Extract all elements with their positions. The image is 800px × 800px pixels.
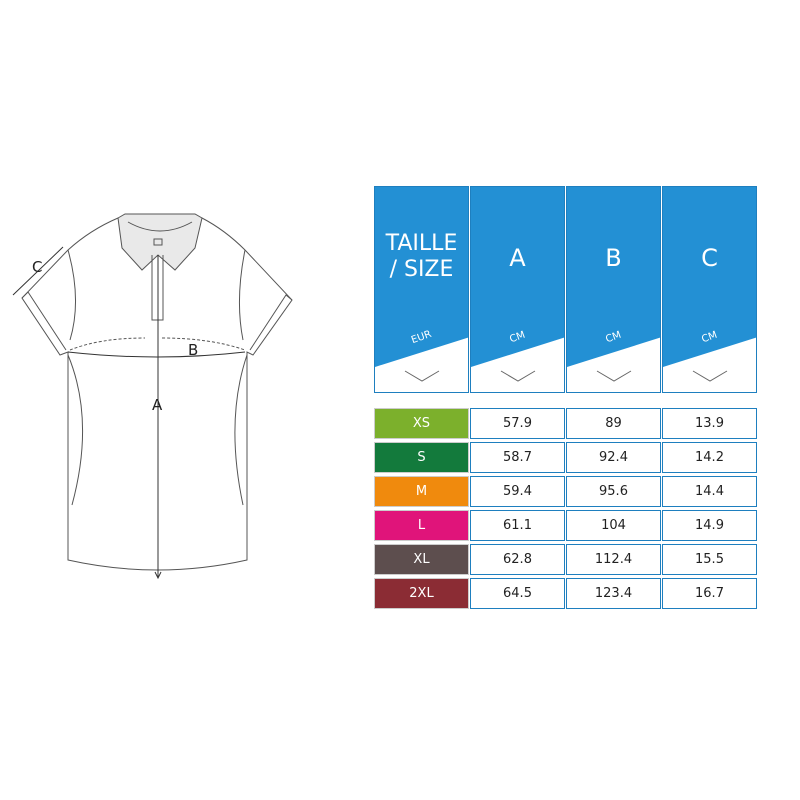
header-background bbox=[375, 187, 468, 382]
chevron-down-icon bbox=[596, 370, 632, 382]
measure-c-cell: 14.2 bbox=[662, 442, 757, 473]
column-header: B CM bbox=[566, 186, 661, 393]
table-row: 2XL 64.5 123.4 16.7 bbox=[374, 578, 758, 609]
table-row: M 59.4 95.6 14.4 bbox=[374, 476, 758, 507]
table-row: XL 62.8 112.4 15.5 bbox=[374, 544, 758, 575]
armhole-seams bbox=[67, 249, 248, 506]
measure-c-cell: 14.4 bbox=[662, 476, 757, 507]
measure-a-cell: 64.5 bbox=[470, 578, 565, 609]
measure-a-cell: 61.1 bbox=[470, 510, 565, 541]
chevron-down-icon bbox=[692, 370, 728, 382]
header-background bbox=[567, 187, 660, 382]
shirt-body-outline bbox=[21, 217, 293, 571]
measure-a-cell: 57.9 bbox=[470, 408, 565, 439]
collar bbox=[117, 213, 203, 271]
measure-a-cell: 59.4 bbox=[470, 476, 565, 507]
size-cell: S bbox=[374, 442, 469, 473]
measure-c-cell: 14.9 bbox=[662, 510, 757, 541]
c-measure-arrow bbox=[12, 246, 64, 296]
sleeve-cuffs bbox=[21, 291, 293, 351]
measure-c-cell: 13.9 bbox=[662, 408, 757, 439]
size-cell: XS bbox=[374, 408, 469, 439]
header-title-line2: / SIZE bbox=[389, 257, 454, 282]
header-background bbox=[663, 187, 756, 382]
header-title: C bbox=[701, 244, 718, 272]
measure-a-cell: 58.7 bbox=[470, 442, 565, 473]
measure-c-cell: 15.5 bbox=[662, 544, 757, 575]
table-row: XS 57.9 89 13.9 bbox=[374, 408, 758, 439]
size-cell: 2XL bbox=[374, 578, 469, 609]
label-c: C bbox=[32, 258, 42, 276]
label-b: B bbox=[188, 341, 198, 359]
measure-c-cell: 16.7 bbox=[662, 578, 757, 609]
polo-shirt-diagram: A B C bbox=[12, 213, 293, 580]
column-header: TAILLE / SIZE EUR bbox=[374, 186, 469, 393]
table-row: L 61.1 104 14.9 bbox=[374, 510, 758, 541]
chevron-down-icon bbox=[404, 370, 440, 382]
header-background bbox=[471, 187, 564, 382]
size-cell: L bbox=[374, 510, 469, 541]
measure-b-cell: 92.4 bbox=[566, 442, 661, 473]
column-header: A CM bbox=[470, 186, 565, 393]
size-cell: M bbox=[374, 476, 469, 507]
header-title: B bbox=[605, 244, 622, 272]
measure-b-cell: 95.6 bbox=[566, 476, 661, 507]
measure-b-cell: 104 bbox=[566, 510, 661, 541]
measure-b-cell: 112.4 bbox=[566, 544, 661, 575]
b-measure-line bbox=[67, 351, 246, 358]
table-row: S 58.7 92.4 14.2 bbox=[374, 442, 758, 473]
header-title-line1: TAILLE bbox=[385, 231, 458, 256]
chevron-down-icon bbox=[500, 370, 536, 382]
measure-b-cell: 123.4 bbox=[566, 578, 661, 609]
measure-b-cell: 89 bbox=[566, 408, 661, 439]
measure-a-cell: 62.8 bbox=[470, 544, 565, 575]
size-cell: XL bbox=[374, 544, 469, 575]
column-header: C CM bbox=[662, 186, 757, 393]
header-title: A bbox=[509, 244, 526, 272]
label-a: A bbox=[152, 396, 163, 414]
